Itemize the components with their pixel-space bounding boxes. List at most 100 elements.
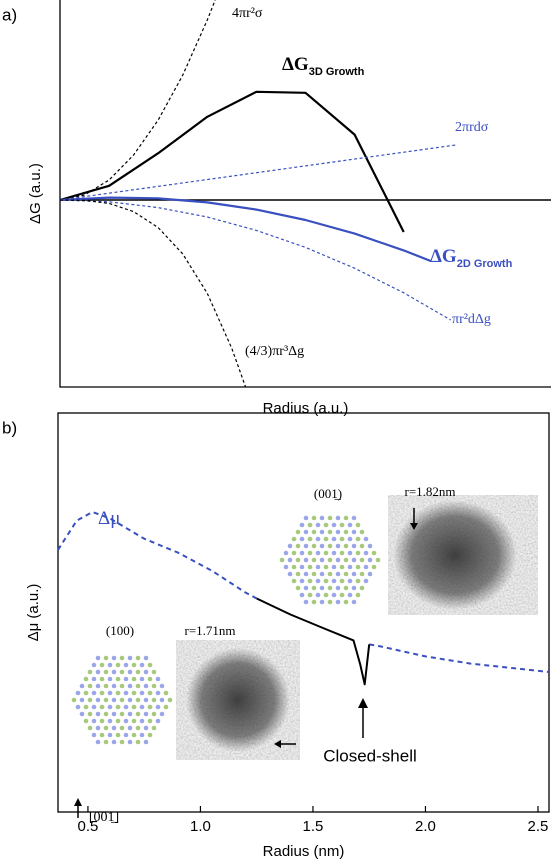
atom: [128, 656, 133, 661]
atom: [308, 593, 313, 598]
x-axis-label: Radius (nm): [263, 843, 345, 859]
atom: [356, 565, 361, 570]
atom: [336, 572, 341, 577]
atom: [312, 516, 317, 521]
atom: [144, 712, 149, 717]
atom: [304, 516, 309, 521]
atom: [324, 537, 329, 542]
atom: [76, 691, 81, 696]
atom: [84, 691, 89, 696]
atom: [108, 691, 113, 696]
atom: [100, 705, 105, 710]
figure: a)Radius (a.u.)ΔG (a.u.)4πr²σΔG3D Growth…: [0, 0, 551, 859]
atom: [136, 712, 141, 717]
atom: [120, 712, 125, 717]
atom: [88, 670, 93, 675]
atom: [320, 544, 325, 549]
atom: [288, 558, 293, 563]
atom: [124, 719, 129, 724]
atom: [156, 691, 161, 696]
atom: [300, 579, 305, 584]
atom: [112, 656, 117, 661]
atom: [376, 558, 381, 563]
atom: [348, 537, 353, 542]
atom: [144, 670, 149, 675]
x-tick-label: 2.5: [528, 818, 549, 835]
atom: [340, 523, 345, 528]
atom: [328, 544, 333, 549]
atom: [120, 656, 125, 661]
panel-label: b): [2, 418, 17, 437]
atom: [112, 698, 117, 703]
atom: [124, 733, 129, 738]
atom: [336, 558, 341, 563]
series-label: 4πr²σ: [232, 6, 263, 21]
atom: [324, 565, 329, 570]
atom: [320, 530, 325, 535]
atom: [128, 740, 133, 745]
series-label: ΔG3D Growth: [282, 54, 365, 78]
atom: [320, 558, 325, 563]
atom: [292, 537, 297, 542]
atom: [308, 537, 313, 542]
atom: [112, 670, 117, 675]
atom: [140, 691, 145, 696]
atom: [140, 719, 145, 724]
atom: [332, 523, 337, 528]
annotation: Closed-shell: [323, 746, 417, 765]
atom: [328, 530, 333, 535]
atom: [88, 684, 93, 689]
atom: [328, 586, 333, 591]
atom: [316, 537, 321, 542]
annotation: (001̲): [314, 486, 342, 501]
atom: [132, 705, 137, 710]
atom: [288, 572, 293, 577]
atom: [308, 523, 313, 528]
atom: [136, 684, 141, 689]
atom: [368, 572, 373, 577]
x-tick-label: 2.0: [415, 818, 436, 835]
atom: [72, 698, 77, 703]
series-name-sub: 3D Growth: [309, 66, 365, 78]
atom: [152, 684, 157, 689]
atom: [104, 726, 109, 731]
x-tick-label: 1.0: [190, 818, 211, 835]
atom: [128, 698, 133, 703]
atom: [156, 677, 161, 682]
annotation: r=1.71nm: [184, 623, 235, 638]
atom: [304, 530, 309, 535]
atom: [324, 579, 329, 584]
atom: [360, 558, 365, 563]
atom: [356, 579, 361, 584]
atom: [84, 677, 89, 682]
atom: [316, 523, 321, 528]
atom: [156, 705, 161, 710]
atom: [84, 719, 89, 724]
atom: [124, 705, 129, 710]
atom: [328, 558, 333, 563]
series-label: πr²dΔg: [452, 312, 491, 327]
atom: [336, 586, 341, 591]
atom: [328, 600, 333, 605]
atom: [140, 677, 145, 682]
atom: [292, 579, 297, 584]
atom: [128, 684, 133, 689]
atom: [108, 677, 113, 682]
atom: [140, 663, 145, 668]
atom: [284, 565, 289, 570]
y-axis-label: ΔG (a.u.): [27, 163, 44, 224]
atom: [76, 705, 81, 710]
atom: [116, 705, 121, 710]
atom: [156, 719, 161, 724]
atom: [324, 551, 329, 556]
atom: [296, 586, 301, 591]
series-name: (4/3)πr³Δg: [245, 344, 304, 359]
atom: [344, 544, 349, 549]
atom: [344, 558, 349, 563]
atom: [372, 565, 377, 570]
series-line: [60, 92, 404, 232]
atom: [348, 523, 353, 528]
atom: [136, 698, 141, 703]
atom: [84, 705, 89, 710]
atom: [324, 593, 329, 598]
